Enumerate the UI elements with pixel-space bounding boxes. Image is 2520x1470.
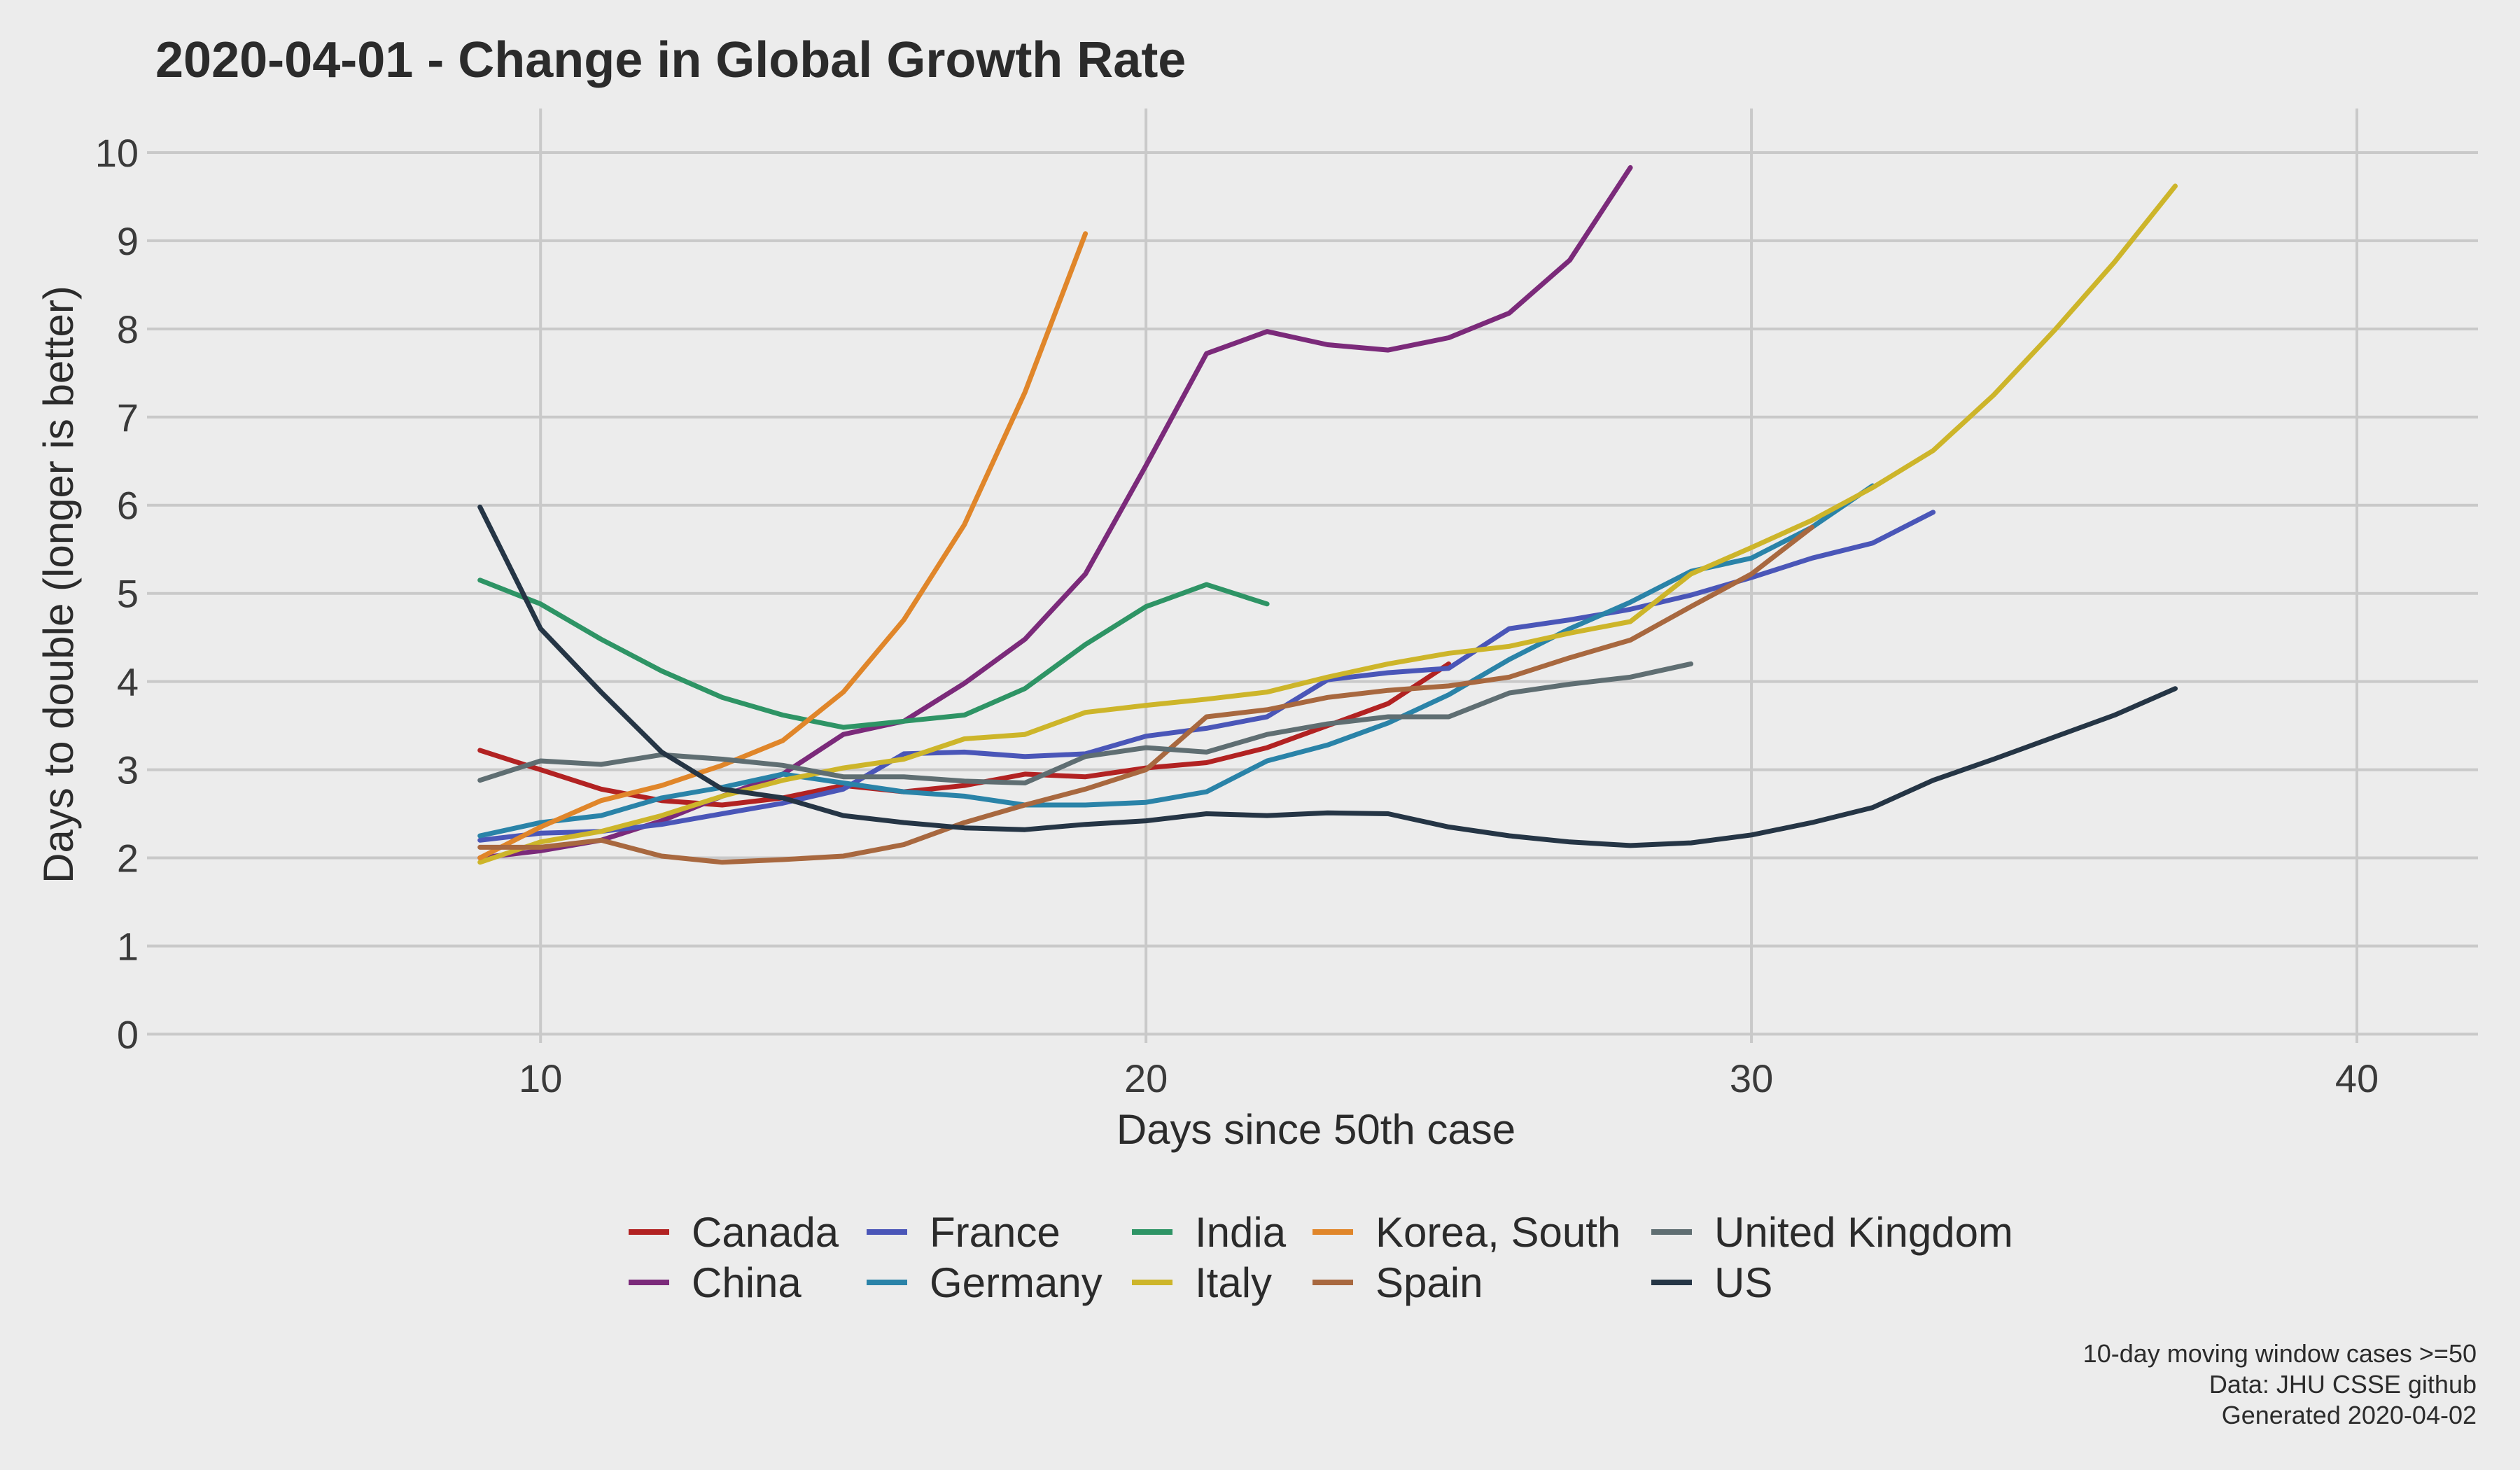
- series-line-canada: [477, 661, 1452, 808]
- y-tick-label: 0: [117, 1012, 139, 1056]
- legend-item-germany: Germany: [867, 1259, 1102, 1306]
- series-line-us: [477, 504, 2178, 848]
- grid: [147, 108, 2478, 1043]
- series-line-india: [477, 578, 1270, 730]
- series-line-china: [477, 164, 1633, 860]
- legend-label: Italy: [1195, 1259, 1272, 1306]
- legend-item-india: India: [1132, 1209, 1287, 1256]
- legend-item-china: China: [629, 1259, 802, 1306]
- caption: 10-day moving window cases >=50 Data: JH…: [2083, 1339, 2477, 1429]
- y-tick-label: 3: [117, 748, 139, 792]
- series-line-united-kingdom: [477, 661, 1694, 785]
- y-tick-label: 2: [117, 836, 139, 881]
- legend-label: Germany: [930, 1259, 1102, 1306]
- x-tick-label: 30: [1730, 1056, 1773, 1100]
- chart-title: 2020-04-01 - Change in Global Growth Rat…: [155, 32, 1186, 88]
- y-tick-label: 5: [117, 572, 139, 616]
- legend-item-spain: Spain: [1312, 1259, 1483, 1306]
- legend-item-united-kingdom: United Kingdom: [1651, 1209, 2013, 1256]
- series-line-korea-south: [477, 231, 1088, 860]
- series-line-italy: [477, 183, 2178, 865]
- series-line-france: [477, 510, 1936, 843]
- legend-label: Canada: [692, 1209, 839, 1256]
- y-tick-label: 8: [117, 307, 139, 351]
- series-line-germany: [477, 483, 1875, 839]
- legend-label: United Kingdom: [1714, 1209, 2013, 1256]
- y-tick-label: 1: [117, 924, 139, 968]
- y-tick-label: 9: [117, 219, 139, 263]
- x-tick-label: 40: [2335, 1056, 2379, 1100]
- legend-label: France: [930, 1209, 1060, 1256]
- legend-label: Spain: [1376, 1259, 1483, 1306]
- x-tick-label: 10: [519, 1056, 562, 1100]
- x-tick-label: 20: [1124, 1056, 1168, 1100]
- caption-line-window: 10-day moving window cases >=50: [2083, 1339, 2477, 1368]
- x-axis-label: Days since 50th case: [1116, 1106, 1516, 1153]
- legend-item-italy: Italy: [1132, 1259, 1272, 1306]
- caption-line-source: Data: JHU CSSE github: [2209, 1370, 2477, 1399]
- plot-area: [477, 164, 2178, 865]
- legend-label: US: [1714, 1259, 1772, 1306]
- y-tick-label: 7: [117, 396, 139, 440]
- series-line-spain: [477, 524, 1815, 865]
- legend-item-france: France: [867, 1209, 1060, 1256]
- y-tick-label: 6: [117, 484, 139, 528]
- legend-item-korea-south: Korea, South: [1312, 1209, 1620, 1256]
- legend-label: Korea, South: [1376, 1209, 1620, 1256]
- y-tick-label: 10: [95, 131, 139, 175]
- caption-line-generated: Generated 2020-04-02: [2222, 1401, 2477, 1429]
- y-axis-ticks: 0 1 2 3 4 5 6 7 8 9 10: [95, 131, 139, 1056]
- legend-label: China: [692, 1259, 802, 1306]
- legend-item-us: US: [1651, 1259, 1772, 1306]
- y-axis-label: Days to double (longer is better): [35, 286, 82, 883]
- y-tick-label: 4: [117, 660, 139, 704]
- legend-label: India: [1195, 1209, 1287, 1256]
- x-axis-ticks: 10 20 30 40: [519, 1056, 2379, 1100]
- legend-item-canada: Canada: [629, 1209, 839, 1256]
